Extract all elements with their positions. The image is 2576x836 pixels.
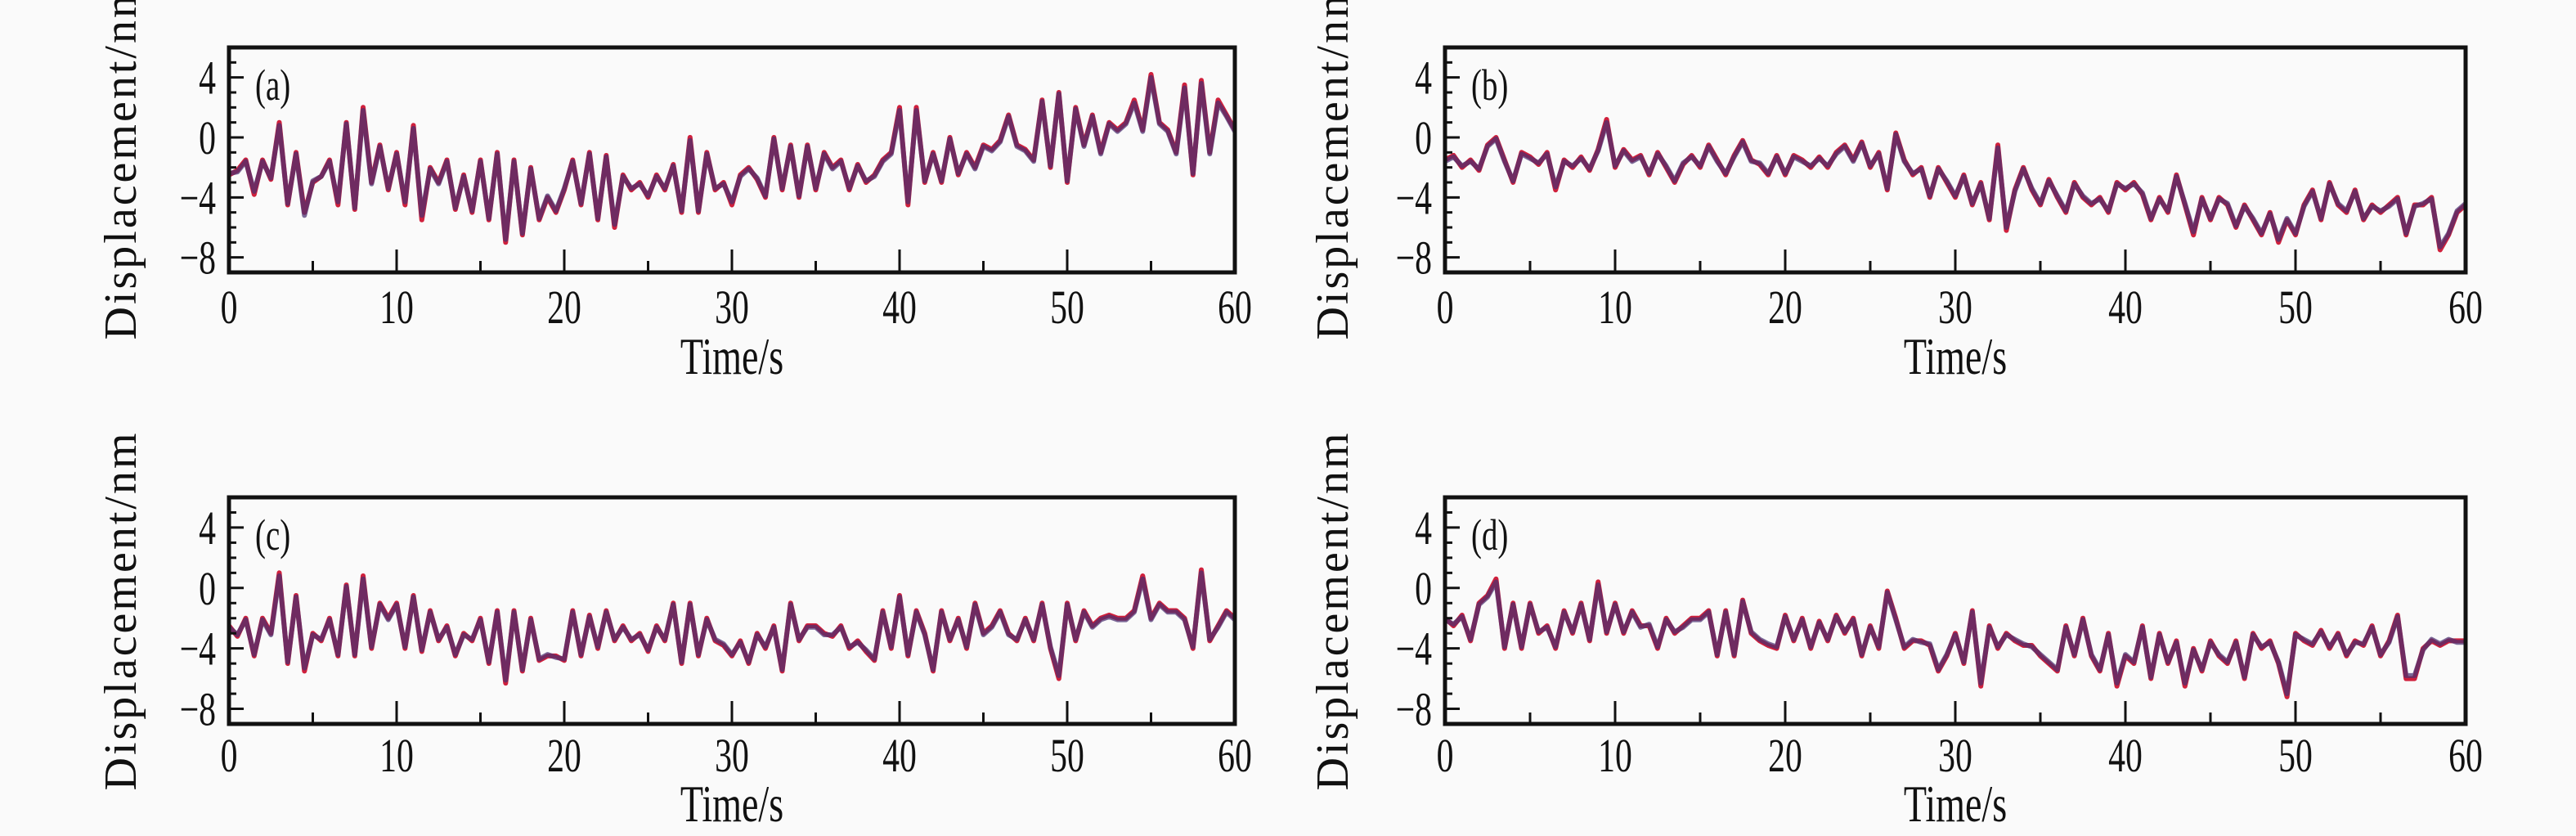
panel-label: (b) [1471,61,1508,110]
x-tick-label: 0 [221,729,238,781]
series-line-2 [1443,579,2466,697]
y-tick-label: −8 [180,231,216,284]
x-tick-label: 20 [547,281,581,333]
chart-panel-b: 0 10 20 30 40 50 6040−4−8Time/sDisplacement/nm… [1308,0,2483,386]
panel-label: (a) [255,61,290,110]
panel-label: (c) [255,511,290,560]
x-tick-label: 50 [2278,281,2313,333]
y-tick-label: −4 [180,623,216,675]
x-tick-label: 0 [1437,281,1454,333]
x-tick-label: 50 [1050,281,1084,333]
x-tick-label: 20 [547,729,581,781]
x-tick-label: 30 [715,729,749,781]
chart-panel-a: 0 10 20 30 40 50 6040−4−8Time/sDisplacement/nm… [96,0,1252,386]
x-tick-label: 20 [1768,281,1802,333]
chart-panel-c: 0 10 20 30 40 50 6040−4−8Time/sDisplacement/nm… [96,430,1252,833]
x-tick-label: 50 [2278,729,2313,781]
y-axis-title: Displacement/nm [1308,0,1358,340]
y-tick-label: 0 [1415,111,1432,164]
y-tick-label: 4 [1415,501,1432,554]
x-tick-label: 10 [379,729,414,781]
x-axis-title: Time/s [680,775,783,834]
x-tick-label: 50 [1050,729,1084,781]
panel-label: (d) [1471,511,1508,560]
axes-frame [1443,45,2468,275]
x-tick-label: 60 [2448,281,2483,333]
y-tick-label: 0 [199,562,216,614]
y-tick-label: 4 [1415,52,1432,104]
y-tick-label: −8 [180,683,216,735]
x-tick-label: 40 [2108,281,2143,333]
chart-panel-d: 0 10 20 30 40 50 6040−4−8Time/sDisplacement/nm… [1308,430,2483,833]
y-axis-title: Displacement/nm [96,0,146,340]
y-tick-label: −8 [1396,231,1432,284]
x-axis-title: Time/s [1904,328,2007,386]
y-axis-title: Displacement/nm [96,430,146,790]
y-tick-label: −4 [180,172,216,224]
x-tick-label: 60 [1218,729,1252,781]
x-tick-label: 60 [1218,281,1252,333]
x-tick-label: 10 [379,281,414,333]
x-tick-label: 0 [221,281,238,333]
y-axis-title: Displacement/nm [1308,430,1358,790]
x-axis-title: Time/s [1904,775,2007,834]
y-tick-label: −8 [1396,683,1432,735]
y-tick-label: 4 [199,52,216,104]
series-line-2 [1443,119,2467,249]
x-tick-label: 0 [1437,729,1454,781]
x-tick-label: 40 [882,281,917,333]
x-tick-label: 30 [1938,729,1972,781]
y-tick-label: −4 [1396,172,1432,224]
series-line-2 [228,74,1237,242]
series-line-1 [227,567,1237,686]
series-line-1 [1443,117,2467,253]
x-tick-label: 10 [1598,729,1632,781]
series-line-2 [227,570,1237,683]
x-tick-label: 40 [882,729,917,781]
x-tick-label: 10 [1598,281,1632,333]
x-tick-label: 30 [1938,281,1972,333]
x-tick-label: 30 [715,281,749,333]
x-tick-label: 40 [2108,729,2143,781]
x-tick-label: 60 [2448,729,2483,781]
y-tick-label: 4 [199,501,216,554]
y-tick-label: −4 [1396,623,1432,675]
axes-frame [1443,495,2468,726]
x-axis-title: Time/s [680,328,783,386]
y-tick-label: 0 [199,111,216,164]
y-tick-label: 0 [1415,562,1432,614]
axes-frame [227,45,1237,275]
x-tick-label: 20 [1768,729,1802,781]
